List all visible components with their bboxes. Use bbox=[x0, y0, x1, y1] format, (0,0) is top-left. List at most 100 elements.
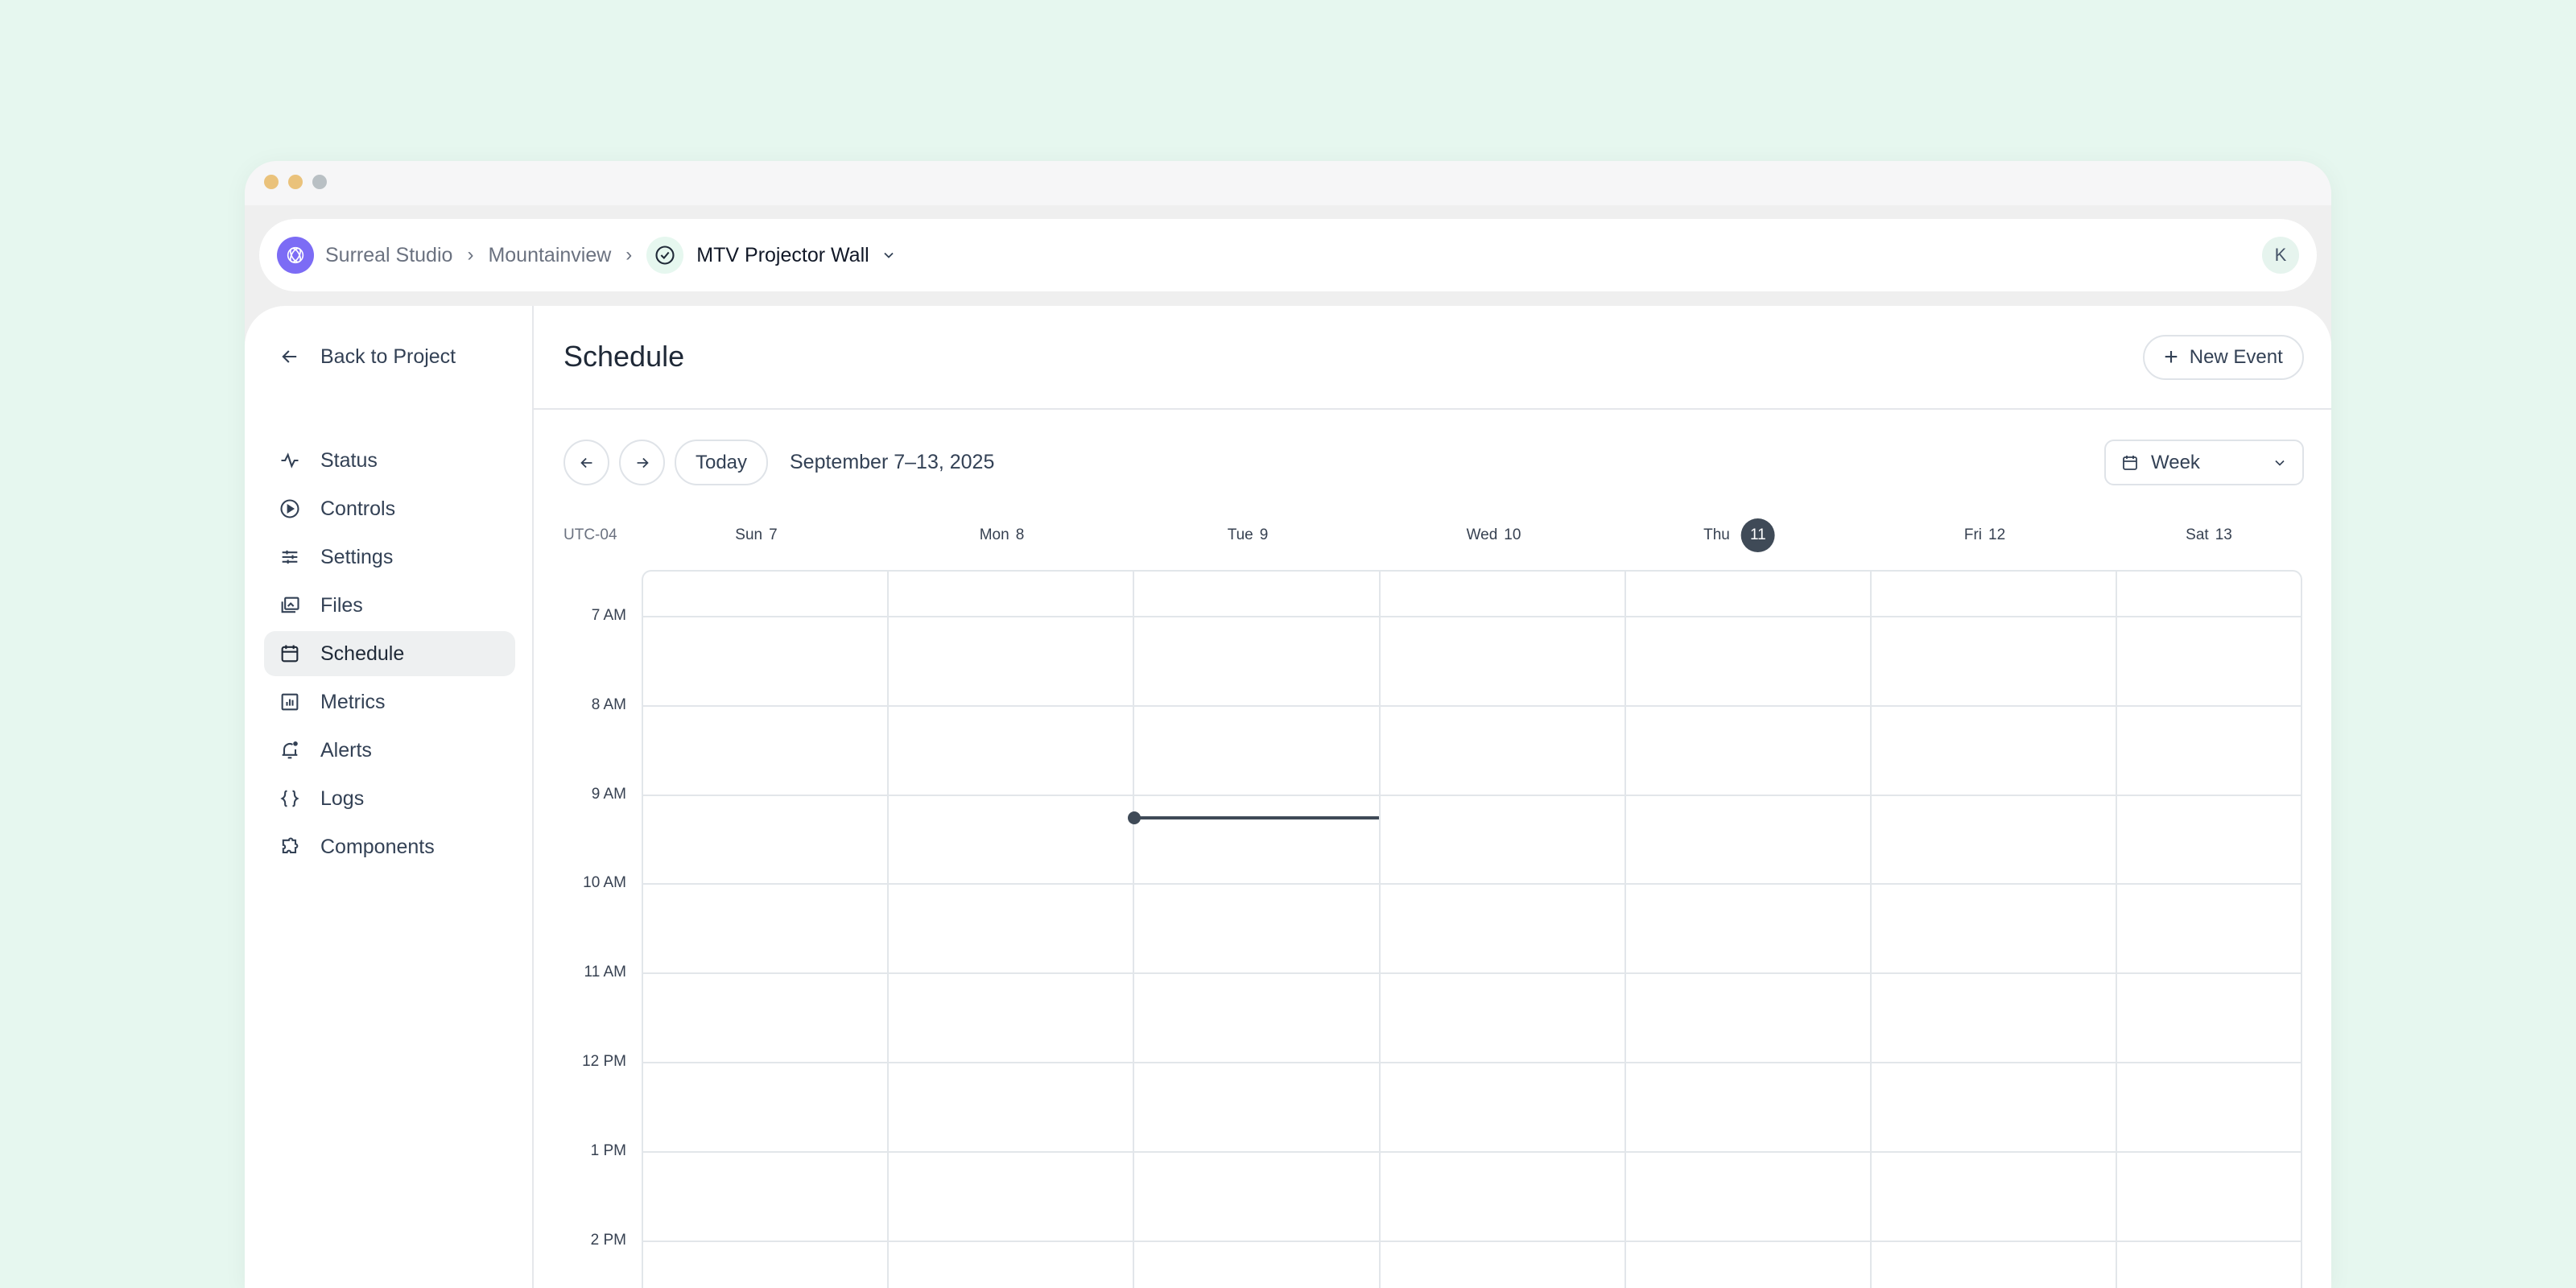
hour-gridline bbox=[643, 1062, 2301, 1063]
day-number: 9 bbox=[1259, 526, 1269, 543]
breadcrumb-studio[interactable]: Surreal Studio bbox=[325, 243, 453, 266]
hour-gridline bbox=[643, 1150, 2301, 1153]
day-header[interactable]: Mon 8 bbox=[980, 526, 1025, 544]
day-number: 8 bbox=[1015, 526, 1025, 543]
today-badge: 11 bbox=[1740, 518, 1775, 552]
chevron-down-icon[interactable] bbox=[881, 247, 897, 263]
studio-logo[interactable] bbox=[277, 237, 314, 274]
sidebar-item-label: Alerts bbox=[320, 738, 372, 762]
breadcrumb-current-device[interactable]: MTV Projector Wall bbox=[696, 243, 869, 266]
arrow-right-icon bbox=[637, 457, 649, 468]
day-header[interactable]: Tue 9 bbox=[1228, 526, 1269, 544]
day-header[interactable]: Sun 7 bbox=[735, 526, 777, 544]
previous-week-button[interactable] bbox=[564, 440, 609, 485]
hour-gridline bbox=[643, 883, 2301, 886]
view-select-value: Week bbox=[2151, 451, 2200, 473]
hour-label: 11 AM bbox=[584, 964, 626, 981]
hour-gridline bbox=[643, 616, 2301, 617]
day-column-divider bbox=[2116, 572, 2117, 1288]
plus-icon: + bbox=[2164, 344, 2178, 370]
sidebar-item-label: Metrics bbox=[320, 690, 386, 713]
hour-label: 7 AM bbox=[591, 607, 626, 624]
hour-gridline bbox=[643, 1240, 2301, 1242]
main-panel: Back to Project Status Controls Settings Fi… bbox=[245, 306, 2331, 1288]
hour-label: 9 AM bbox=[591, 785, 626, 803]
day-column-divider bbox=[1624, 572, 1626, 1288]
day-header[interactable]: Fri 12 bbox=[1964, 526, 2005, 544]
day-number: 13 bbox=[2215, 526, 2232, 543]
play-circle-icon bbox=[280, 499, 299, 518]
calendar-grid[interactable] bbox=[642, 570, 2302, 1288]
sidebar-item-status[interactable]: Status bbox=[264, 438, 515, 483]
chevron-down-icon bbox=[2275, 460, 2285, 466]
day-column-divider bbox=[887, 572, 889, 1288]
sidebar-item-metrics[interactable]: Metrics bbox=[264, 679, 515, 724]
header-divider bbox=[534, 408, 2331, 410]
puzzle-icon bbox=[282, 837, 299, 854]
sidebar-item-label: Logs bbox=[320, 786, 365, 810]
day-number: 10 bbox=[1504, 526, 1521, 543]
day-column-divider bbox=[1870, 572, 1872, 1288]
day-name: Sun bbox=[735, 526, 763, 543]
window-close-button[interactable] bbox=[264, 175, 279, 189]
check-circle-icon bbox=[646, 237, 684, 274]
day-column-divider bbox=[1133, 572, 1134, 1288]
arrow-left-icon bbox=[282, 350, 297, 363]
hour-gridline bbox=[643, 794, 2301, 796]
bell-icon bbox=[282, 741, 298, 759]
day-name: Thu bbox=[1703, 526, 1730, 543]
view-select[interactable]: Week bbox=[2104, 440, 2304, 485]
sidebar-item-controls[interactable]: Controls bbox=[264, 486, 515, 531]
day-name: Sat bbox=[2186, 526, 2209, 543]
avatar[interactable]: K bbox=[2262, 237, 2299, 274]
window-minimize-button[interactable] bbox=[288, 175, 303, 189]
breadcrumb-location[interactable]: Mountainview bbox=[488, 243, 612, 266]
sidebar-item-alerts[interactable]: Alerts bbox=[264, 728, 515, 773]
current-time-dot bbox=[1128, 811, 1141, 824]
sidebar-item-settings[interactable]: Settings bbox=[264, 535, 515, 580]
sidebar: Back to Project Status Controls Settings Fi… bbox=[245, 306, 534, 1288]
chevron-right-icon: › bbox=[625, 244, 633, 266]
sliders-icon bbox=[282, 550, 298, 564]
new-event-label: New Event bbox=[2189, 346, 2283, 368]
day-header[interactable]: Wed 10 bbox=[1467, 526, 1521, 544]
date-range: September 7–13, 2025 bbox=[790, 451, 995, 473]
day-name: Fri bbox=[1963, 526, 1983, 543]
sidebar-item-label: Status bbox=[320, 448, 378, 472]
day-number: 12 bbox=[1988, 526, 2006, 543]
hour-label: 10 AM bbox=[583, 874, 626, 892]
folder-image-icon bbox=[281, 597, 299, 613]
new-event-button[interactable]: + New Event bbox=[2143, 335, 2304, 380]
sidebar-item-logs[interactable]: Logs bbox=[264, 776, 515, 821]
arrow-left-icon bbox=[580, 457, 592, 468]
day-header[interactable]: Sat 13 bbox=[2186, 526, 2232, 544]
sidebar-item-label: Settings bbox=[320, 545, 394, 568]
back-label: Back to Project bbox=[320, 345, 456, 368]
activity-icon bbox=[281, 452, 299, 469]
app-window: Surreal Studio › Mountainview › MTV Proj… bbox=[245, 161, 2331, 1288]
day-header[interactable]: Thu 11 bbox=[1703, 518, 1775, 552]
calendar-icon bbox=[281, 645, 299, 663]
day-name: Mon bbox=[979, 526, 1009, 543]
window-maximize-button[interactable] bbox=[312, 175, 327, 189]
sidebar-item-files[interactable]: Files bbox=[264, 583, 515, 628]
day-name: Tue bbox=[1227, 526, 1253, 543]
day-column-divider bbox=[1379, 572, 1381, 1288]
next-week-button[interactable] bbox=[619, 440, 665, 485]
day-name: Wed bbox=[1466, 526, 1498, 543]
page-title: Schedule bbox=[564, 340, 685, 373]
calendar-icon bbox=[2123, 455, 2137, 470]
bar-chart-icon bbox=[281, 693, 299, 711]
today-button[interactable]: Today bbox=[675, 440, 768, 485]
current-time-line bbox=[1133, 816, 1379, 819]
timezone-label: UTC-04 bbox=[564, 526, 617, 543]
chevron-right-icon: › bbox=[467, 244, 474, 266]
sidebar-item-components[interactable]: Components bbox=[264, 824, 515, 869]
hour-label: 1 PM bbox=[590, 1141, 626, 1159]
sidebar-item-label: Files bbox=[320, 593, 363, 617]
breadcrumb: Surreal Studio › Mountainview › MTV Proj… bbox=[259, 219, 2317, 291]
sidebar-item-schedule[interactable]: Schedule bbox=[264, 631, 515, 676]
sidebar-item-label: Schedule bbox=[320, 642, 405, 665]
day-number: 7 bbox=[769, 526, 778, 543]
back-to-project-link[interactable]: Back to Project bbox=[264, 334, 515, 379]
